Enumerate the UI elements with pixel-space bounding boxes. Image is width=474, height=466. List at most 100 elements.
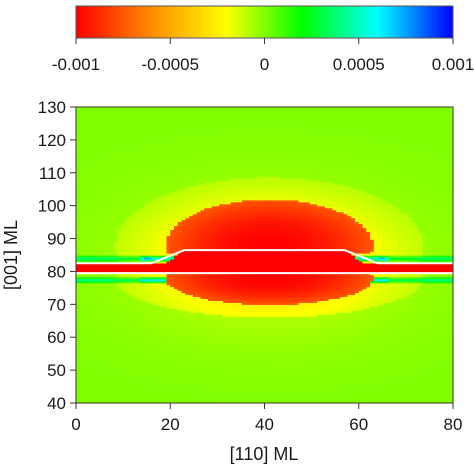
- heatmap-cell: [385, 373, 390, 376]
- heatmap-cell: [151, 381, 156, 384]
- heatmap-cell: [249, 365, 254, 369]
- heatmap-cell: [309, 397, 315, 400]
- heatmap-cell: [336, 367, 341, 371]
- heatmap-cell: [241, 377, 247, 380]
- heatmap-cell: [298, 371, 303, 374]
- heatmap-cell: [245, 339, 251, 343]
- heatmap-cell: [400, 371, 405, 374]
- heatmap-cell: [132, 379, 137, 382]
- heatmap-cell: [219, 337, 224, 341]
- heatmap-cell: [223, 357, 228, 361]
- heatmap-cell: [158, 349, 164, 353]
- heatmap-cell: [411, 347, 416, 351]
- heatmap-cell: [98, 383, 103, 386]
- heatmap-cell: [279, 379, 284, 382]
- heatmap-cell: [174, 365, 179, 369]
- heatmap-cell: [400, 337, 405, 341]
- heatmap-cell: [268, 363, 273, 367]
- heatmap-cell: [241, 345, 247, 349]
- heatmap-cell: [339, 399, 345, 402]
- heatmap-cell: [275, 397, 281, 400]
- heatmap-cell: [174, 343, 179, 347]
- heatmap-cell: [200, 393, 205, 396]
- heatmap-cell: [422, 353, 428, 357]
- heatmap-cell: [328, 341, 333, 345]
- heatmap-cell: [343, 367, 349, 371]
- heatmap-cell: [411, 365, 416, 369]
- heatmap-cell: [245, 367, 251, 371]
- heatmap-cell: [415, 363, 420, 367]
- heatmap-cell: [83, 335, 88, 339]
- heatmap-cell: [177, 395, 183, 398]
- heatmap-cell: [181, 339, 186, 343]
- heatmap-cell: [377, 361, 382, 365]
- heatmap-cell: [249, 399, 254, 402]
- heatmap-cell: [407, 357, 413, 361]
- heatmap-cell: [305, 397, 311, 400]
- heatmap-cell: [294, 357, 300, 361]
- heatmap-cell: [415, 369, 420, 373]
- heatmap-cell: [415, 359, 420, 363]
- heatmap-cell: [287, 397, 292, 400]
- heatmap-cell: [256, 391, 262, 394]
- heatmap-cell: [102, 379, 107, 382]
- heatmap-cell: [241, 333, 247, 337]
- heatmap-cell: [422, 363, 428, 367]
- heatmap-cell: [166, 335, 171, 339]
- heatmap-cell: [377, 339, 382, 343]
- heatmap-cell: [87, 393, 92, 396]
- heatmap-cell: [332, 399, 337, 402]
- heatmap-cell: [351, 367, 356, 371]
- heatmap-cell: [121, 361, 126, 365]
- heatmap-cell: [309, 341, 315, 345]
- heatmap-cell: [441, 347, 447, 351]
- heatmap-cell: [264, 381, 269, 384]
- heatmap-cell: [294, 347, 300, 351]
- heatmap-cell: [430, 395, 435, 398]
- heatmap-cell: [121, 329, 126, 333]
- heatmap-cell: [373, 383, 379, 386]
- heatmap-cell: [445, 377, 450, 380]
- heatmap-cell: [283, 395, 288, 398]
- heatmap-cell: [241, 373, 247, 376]
- heatmap-cell: [415, 337, 420, 341]
- heatmap-cell: [223, 341, 228, 345]
- heatmap-cell: [147, 363, 152, 367]
- heatmap-cell: [400, 399, 405, 402]
- heatmap-cell: [317, 359, 322, 363]
- heatmap-cell: [283, 343, 288, 347]
- heatmap-cell: [294, 349, 300, 353]
- heatmap-cell: [449, 395, 453, 398]
- heatmap-cell: [143, 359, 149, 363]
- heatmap-cell: [83, 365, 88, 369]
- heatmap-cell: [143, 345, 149, 349]
- heatmap-cell: [377, 351, 382, 355]
- heatmap-cell: [249, 391, 254, 394]
- heatmap-cell: [264, 343, 269, 347]
- heatmap-cell: [370, 357, 375, 361]
- heatmap-cell: [200, 343, 205, 347]
- heatmap-cell: [249, 357, 254, 361]
- heatmap-cell: [128, 397, 134, 400]
- heatmap-cell: [373, 359, 379, 363]
- heatmap-cell: [268, 349, 273, 353]
- heatmap-cell: [204, 329, 209, 333]
- heatmap-cell: [256, 343, 262, 347]
- heatmap-cell: [403, 387, 409, 390]
- heatmap-cell: [434, 363, 439, 367]
- heatmap-cell: [407, 381, 413, 384]
- heatmap-cell: [94, 343, 100, 347]
- heatmap-cell: [87, 361, 92, 365]
- heatmap-cell: [287, 371, 292, 374]
- heatmap-cell: [219, 351, 224, 355]
- heatmap-cell: [79, 369, 85, 373]
- heatmap-cell: [132, 341, 137, 345]
- heatmap-cell: [309, 391, 315, 394]
- heatmap-cell: [245, 379, 251, 382]
- heatmap-cell: [441, 361, 447, 365]
- heatmap-cell: [241, 371, 247, 374]
- heatmap-cell: [230, 365, 235, 369]
- heatmap-cell: [396, 385, 401, 388]
- heatmap-cell: [430, 351, 435, 355]
- heatmap-cell: [422, 365, 428, 369]
